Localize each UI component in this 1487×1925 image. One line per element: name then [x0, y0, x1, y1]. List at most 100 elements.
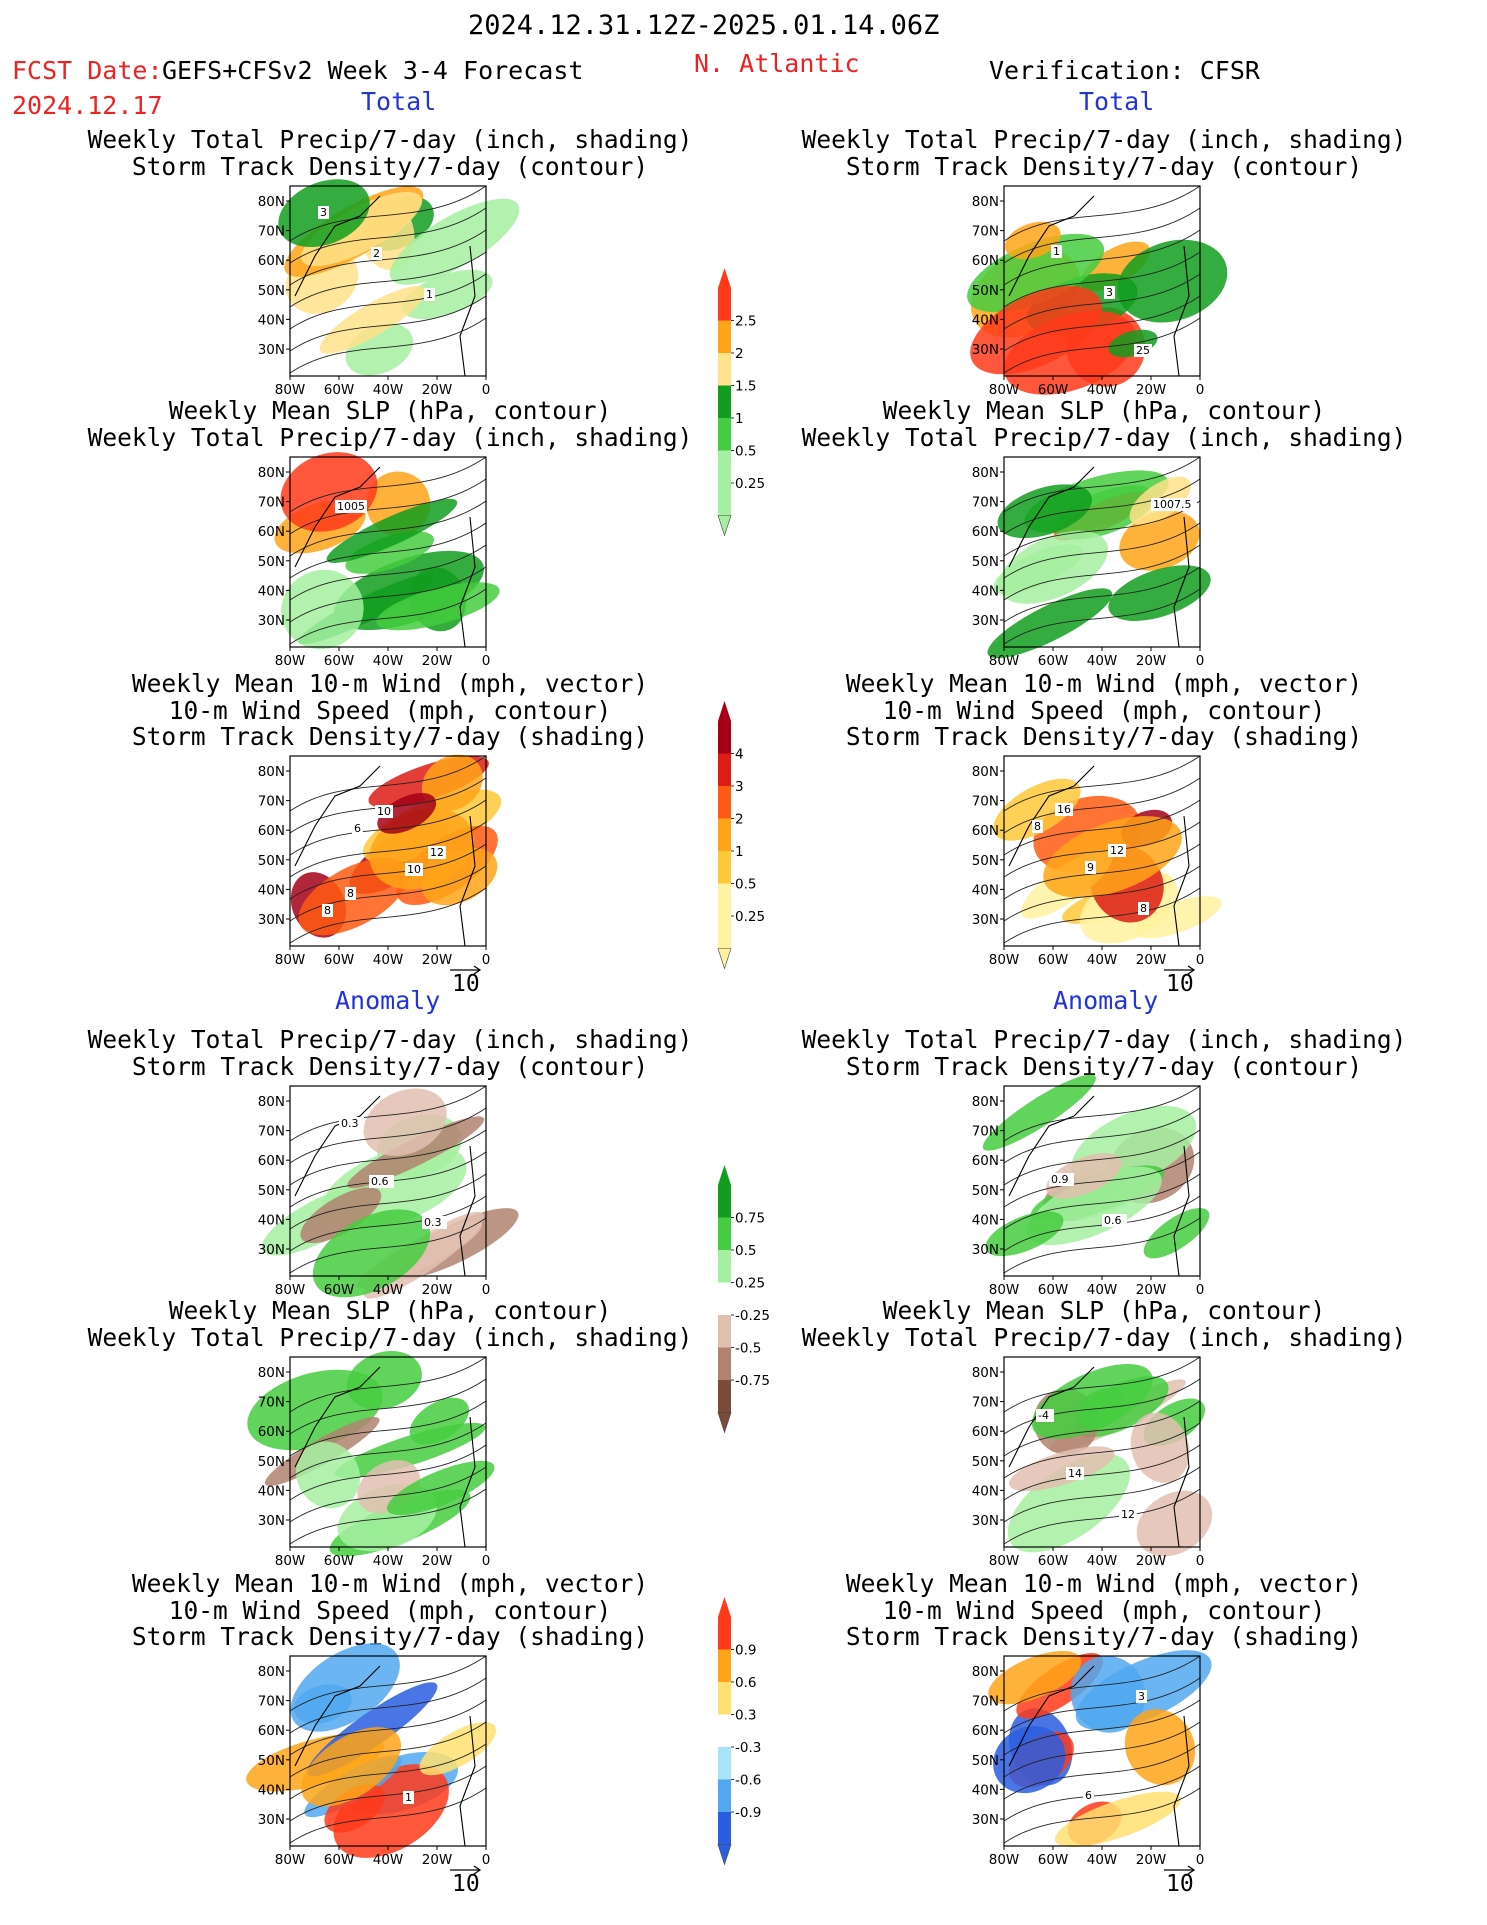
contour-label: 14: [1068, 1467, 1082, 1480]
contour-line: [1003, 522, 1201, 579]
map-panel: 1005 80N 70N 60N 50N 40N 30N 80W 60W 40W 20W 0: [258, 452, 500, 669]
contour-line: [289, 799, 487, 856]
contour-line: [289, 1378, 487, 1435]
lon-tick-label: 20W: [1136, 653, 1167, 669]
contour-label-bg: [371, 247, 382, 260]
contour-label-bg: [1134, 344, 1152, 357]
contour-label: 8: [1034, 820, 1041, 833]
title-line: Weekly Mean SLP (hPa, contour): [168, 1296, 612, 1325]
lat-tick-label: 80N: [972, 764, 999, 780]
contour-line: [289, 1195, 487, 1252]
lat-tick-label: 50N: [972, 554, 999, 570]
model-label: GEFS+CFSv2 Week 3-4 Forecast: [162, 56, 584, 85]
title-line: Weekly Total Precip/7-day (inch, shading…: [87, 1322, 693, 1352]
panel-title: Weekly Mean SLP (hPa, contour) Weekly To…: [801, 1297, 1407, 1352]
map-field: 1: [246, 1643, 497, 1858]
contour-label-bg: [1066, 1467, 1084, 1480]
contour-line: [289, 1699, 487, 1756]
reference-vector-label: 10: [1166, 971, 1194, 997]
colorbar-segment: [718, 753, 731, 786]
title-line: 10-m Wind Speed (mph, contour): [882, 695, 1326, 725]
title-line: Weekly Total Precip/7-day (inch, shading…: [801, 1322, 1407, 1352]
title-line: Storm Track Density/7-day (contour): [131, 151, 649, 181]
lon-tick-label: 0: [1196, 382, 1205, 398]
date-range-title: 2024.12.31.12Z-2025.01.14.06Z: [468, 10, 940, 41]
contour-label-bg: [375, 805, 393, 818]
contour-line: [289, 566, 487, 623]
colorbar-total-precip: 2.5 2 1.5 1 0.5 0.25: [717, 268, 765, 537]
colorbar-arrow-top: [718, 268, 731, 288]
contour-label-bg: [335, 500, 367, 513]
field-patch: [419, 1722, 497, 1776]
panel-title: Weekly Total Precip/7-day (inch, shading…: [802, 1026, 1407, 1080]
contour-label: 10: [377, 805, 391, 818]
field-patch: [998, 530, 1108, 604]
panel-title: Weekly Mean SLP (hPa, contour) Weekly To…: [87, 1296, 693, 1352]
lon-tick-label: 20W: [422, 1553, 453, 1569]
field-patch: [985, 1211, 1064, 1257]
colorbar-segment: [718, 1714, 731, 1747]
field-patch: [1055, 485, 1156, 540]
colorbar-anom-storm: 0.9 0.6 0.3 -0.3 -0.6 -0.9: [717, 1597, 761, 1866]
lat-tick-label: 60N: [972, 1723, 999, 1739]
contour-label: 8: [347, 887, 354, 900]
contour-line: [289, 522, 487, 579]
colorbar-segment: [718, 1282, 731, 1315]
field-patch: [345, 531, 434, 574]
contour-label: 6: [1085, 1789, 1092, 1802]
contour-label-bg: [1151, 498, 1197, 511]
map-field: 14 12 -4: [1003, 1356, 1213, 1557]
colorbar-segment: [718, 1315, 731, 1348]
panel-title: Weekly Total Precip/7-day (inch, shading…: [802, 126, 1407, 180]
contour-line: [289, 478, 487, 535]
fcst-date-label: FCST Date:: [12, 56, 163, 85]
contour-label: 3: [1106, 286, 1113, 299]
colorbar-arrow-top: [718, 1597, 731, 1617]
contour-line: [1003, 777, 1201, 834]
contour-label: 12: [430, 846, 444, 859]
lon-tick-label: 20W: [1136, 1852, 1167, 1868]
coastline: [459, 1416, 476, 1548]
field-patch: [389, 198, 520, 285]
title-line: Weekly Mean 10-m Wind (mph, vector): [131, 1569, 649, 1598]
title-line: Weekly Mean 10-m Wind (mph, vector): [131, 669, 649, 698]
colorbar-tick-label: 0.25: [735, 1276, 765, 1292]
coastline: [1008, 1366, 1095, 1468]
title-line: Weekly Mean 10-m Wind (mph, vector): [845, 1569, 1363, 1598]
region-label: N. Atlantic: [694, 49, 860, 78]
field-patch: [312, 1209, 431, 1298]
contour-line: [1003, 1107, 1201, 1164]
field-patch: [1143, 1207, 1210, 1259]
coastline: [459, 1145, 476, 1277]
contour-line: [1003, 478, 1201, 535]
lat-tick-label: 50N: [258, 1454, 285, 1470]
field-patch: [319, 286, 426, 354]
lat-tick-label: 30N: [258, 342, 285, 358]
reference-vector-label: 10: [452, 971, 480, 997]
lon-tick-label: 60W: [324, 382, 355, 398]
lat-tick-label: 60N: [258, 524, 285, 540]
section-anomaly-left: Anomaly: [335, 986, 441, 1015]
lat-tick-label: 80N: [972, 465, 999, 481]
field-patch: [993, 778, 1081, 841]
colorbar-segment: [718, 353, 731, 386]
map-field: 1005: [274, 452, 500, 650]
field-patch: [1108, 565, 1211, 621]
contour-label-bg: [403, 1791, 414, 1804]
contour-label-bg: [1049, 1173, 1074, 1186]
map-panel: 3 2 1 80N 70N 60N 50N 40N 30N 80W 60W 40W 20W 0: [258, 179, 520, 398]
lat-tick-label: 60N: [972, 1424, 999, 1440]
coastline: [459, 815, 476, 947]
lon-tick-label: 40W: [1087, 382, 1118, 398]
section-anomaly-right: Anomaly: [1053, 986, 1159, 1015]
colorbar-tick-label: 0.5: [735, 877, 756, 893]
coastline: [294, 1366, 381, 1468]
contour-line: [1003, 544, 1201, 601]
field-patch: [422, 754, 483, 811]
lat-tick-label: 30N: [258, 613, 285, 629]
lat-tick-label: 40N: [258, 882, 285, 898]
title-line: Storm Track Density/7-day (contour): [131, 1051, 649, 1081]
field-patch: [982, 1074, 1096, 1151]
title-line: Weekly Total Precip/7-day (inch, shading…: [87, 1025, 693, 1054]
contour-line: [289, 1466, 487, 1523]
